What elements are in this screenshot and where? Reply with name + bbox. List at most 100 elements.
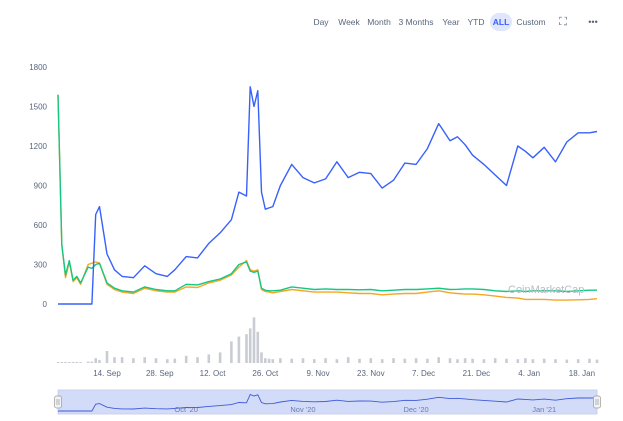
blue-series-line [58, 86, 598, 305]
x-tick-label: 12. Oct [200, 369, 227, 378]
volume-bar [218, 352, 222, 363]
x-tick-label: 28. Sep [146, 369, 174, 378]
volume-bar [414, 358, 418, 363]
volume-bar [94, 358, 97, 363]
x-tick-label: 26. Oct [252, 369, 279, 378]
volume-bar [252, 317, 256, 363]
volume-bar [68, 362, 71, 363]
volume-bar [301, 358, 305, 363]
volume-bar [482, 359, 486, 363]
navigator-left-handle[interactable] [54, 395, 62, 409]
volume-bar [166, 359, 169, 363]
x-tick-label: 21. Dec [463, 369, 491, 378]
volume-bar [105, 351, 109, 363]
y-tick-label: 1800 [29, 63, 47, 72]
volume-bar [595, 359, 599, 363]
navigator-series-line [58, 393, 598, 412]
x-tick-label: 4. Jan [518, 369, 540, 378]
volume-bar [120, 357, 124, 363]
volume-bar [493, 358, 497, 363]
y-axis: 0 300 600 900 1200 1500 1800 [29, 63, 47, 309]
navigator[interactable]: Oct '20 Nov '20 Dec '20 Jan '21 [54, 389, 601, 415]
volume-bar [542, 358, 546, 363]
volume-bar [86, 361, 90, 363]
y-tick-label: 300 [34, 261, 48, 270]
volume-bar [531, 359, 535, 363]
range-button-week[interactable]: Week [338, 17, 360, 27]
range-button-all[interactable]: ALL [490, 13, 512, 31]
volume-bar [184, 355, 188, 363]
volume-bar [279, 358, 282, 363]
volume-bar [369, 358, 373, 363]
volume-bar [524, 358, 527, 363]
volume-bar [154, 358, 158, 363]
range-button-ytd[interactable]: YTD [467, 17, 485, 27]
navigator-label: Jan '21 [532, 405, 556, 414]
volume-bar [335, 359, 339, 363]
volume-bar [403, 358, 407, 363]
range-button-day[interactable]: Day [313, 17, 329, 27]
range-button-month[interactable]: Month [367, 17, 391, 27]
x-tick-label: 9. Nov [307, 369, 330, 378]
volume-bar [554, 359, 557, 363]
volume-bar [90, 361, 94, 363]
x-tick-label: 23. Nov [357, 369, 385, 378]
navigator-label: Oct '20 [174, 405, 198, 414]
y-tick-label: 900 [34, 182, 48, 191]
volume-bar [75, 362, 79, 363]
volume-bar [60, 362, 64, 363]
volume-bar [79, 362, 82, 363]
volume-bar [256, 331, 260, 363]
green-series-line [57, 94, 597, 293]
volume-bar [392, 358, 395, 363]
volume-bar [56, 362, 60, 363]
volume-bar [463, 358, 467, 363]
more-icon[interactable]: ••• [588, 17, 598, 27]
volume-bar [380, 359, 384, 363]
volume-bar [576, 359, 580, 363]
volume-bar [516, 359, 520, 363]
volume-bar [290, 358, 293, 363]
volume-bar [173, 358, 177, 363]
volume-bar [245, 334, 248, 363]
navigator-range[interactable] [57, 389, 598, 415]
fullscreen-icon[interactable]: ⛶ [559, 16, 567, 28]
volume-bar [358, 358, 361, 363]
price-lines [57, 86, 598, 305]
volume-bar [565, 359, 569, 363]
volume-bar [113, 357, 116, 363]
range-toolbar: Day Week Month 3 Months Year YTD ALL Custom ⛶ ••• [0, 10, 623, 34]
x-tick-label: 7. Dec [412, 369, 435, 378]
x-tick-label: 14. Sep [93, 369, 121, 378]
volume-bar [237, 336, 241, 363]
volume-bar [267, 358, 271, 363]
range-button-year[interactable]: Year [442, 17, 460, 27]
volume-bar [248, 328, 252, 363]
volume-bar [471, 358, 474, 363]
volume-bar [71, 362, 75, 363]
range-button-3-months[interactable]: 3 Months [398, 17, 434, 27]
volume-bar [324, 358, 327, 363]
orange-series-line [57, 94, 598, 301]
volume-bars [56, 317, 599, 363]
x-tick-label: 18. Jan [569, 369, 595, 378]
navigator-label: Dec '20 [403, 405, 428, 414]
volume-bar [230, 341, 233, 363]
navigator-label: Nov '20 [290, 405, 315, 414]
x-axis: 14. Sep 28. Sep 12. Oct 26. Oct 9. Nov 23. No… [93, 369, 595, 378]
volume-bar [196, 357, 199, 363]
volume-bar [271, 359, 275, 363]
volume-bar [588, 358, 591, 363]
range-button-custom[interactable]: Custom [516, 17, 546, 27]
y-tick-label: 0 [43, 300, 48, 309]
navigator-right-handle[interactable] [593, 395, 601, 409]
volume-bar [448, 358, 452, 363]
volume-bar [143, 357, 146, 363]
volume-bar [456, 359, 459, 363]
volume-bar [426, 358, 429, 363]
y-tick-label: 600 [34, 221, 48, 230]
volume-bar [98, 360, 101, 363]
y-tick-label: 1500 [29, 103, 47, 112]
volume-bar [505, 358, 508, 363]
